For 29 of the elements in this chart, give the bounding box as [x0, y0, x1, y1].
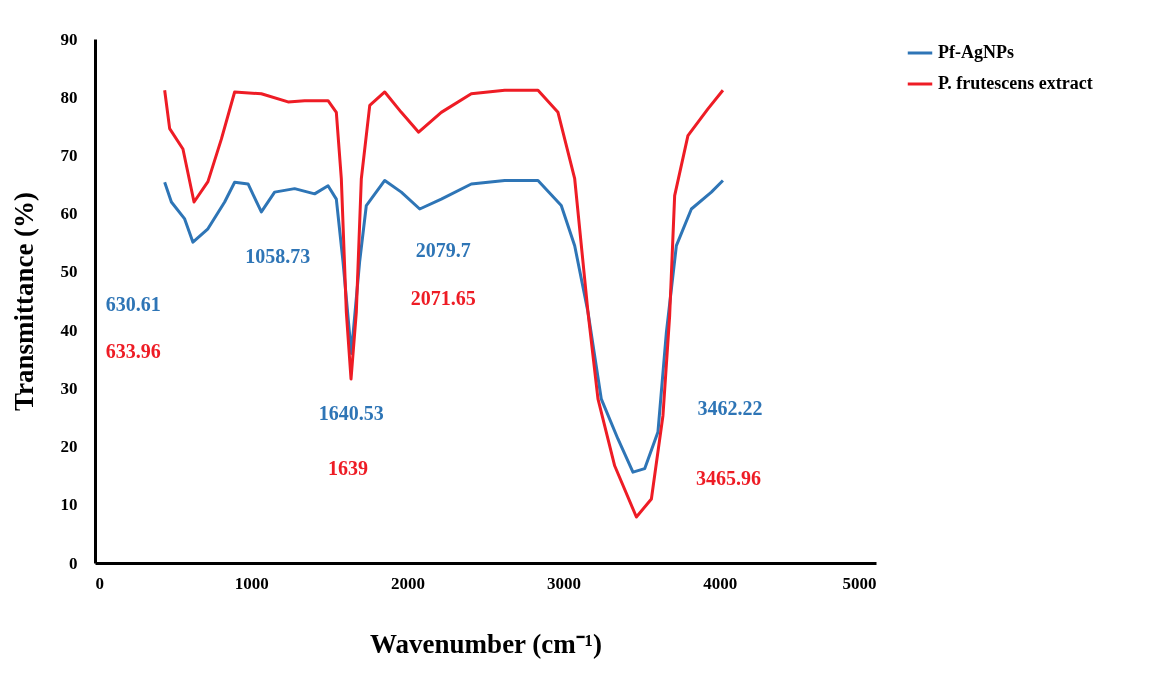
x-tick-label: 4000	[703, 573, 738, 593]
annotation: 630.61	[105, 293, 161, 316]
y-axis-title: Transmittance (%)	[8, 191, 39, 412]
annotation: 1640.53	[318, 402, 384, 425]
legend-label: P. frutescens extract	[938, 73, 1093, 93]
x-tick-label: 5000	[842, 573, 877, 593]
y-tick-label: 60	[60, 204, 78, 224]
annotation: 2071.65	[410, 286, 476, 309]
y-tick-label: 70	[60, 145, 78, 165]
annotation: 2079.7	[415, 238, 471, 261]
x-tick-label: 2000	[390, 573, 425, 593]
x-tick-label: 3000	[547, 573, 582, 593]
annotation: 3465.96	[695, 467, 761, 490]
y-tick-label: 40	[60, 320, 78, 340]
annotation: 633.96	[105, 339, 161, 362]
y-tick-label: 50	[60, 262, 78, 282]
y-tick-label: 30	[60, 378, 78, 398]
y-tick-label: 20	[60, 437, 78, 457]
legend-label: Pf-AgNPs	[938, 42, 1014, 62]
y-tick-label: 0	[69, 553, 78, 573]
x-tick-label: 0	[95, 573, 104, 593]
annotation: 3462.22	[697, 396, 763, 419]
x-axis-title: Wavenumber (cm⁻¹)	[370, 628, 602, 659]
y-tick-label: 90	[60, 29, 78, 49]
y-tick-label: 10	[60, 495, 78, 515]
y-tick-label: 80	[60, 87, 78, 107]
annotation: 1058.73	[245, 244, 311, 267]
annotation: 1639	[328, 456, 369, 479]
x-tick-label: 1000	[234, 573, 269, 593]
